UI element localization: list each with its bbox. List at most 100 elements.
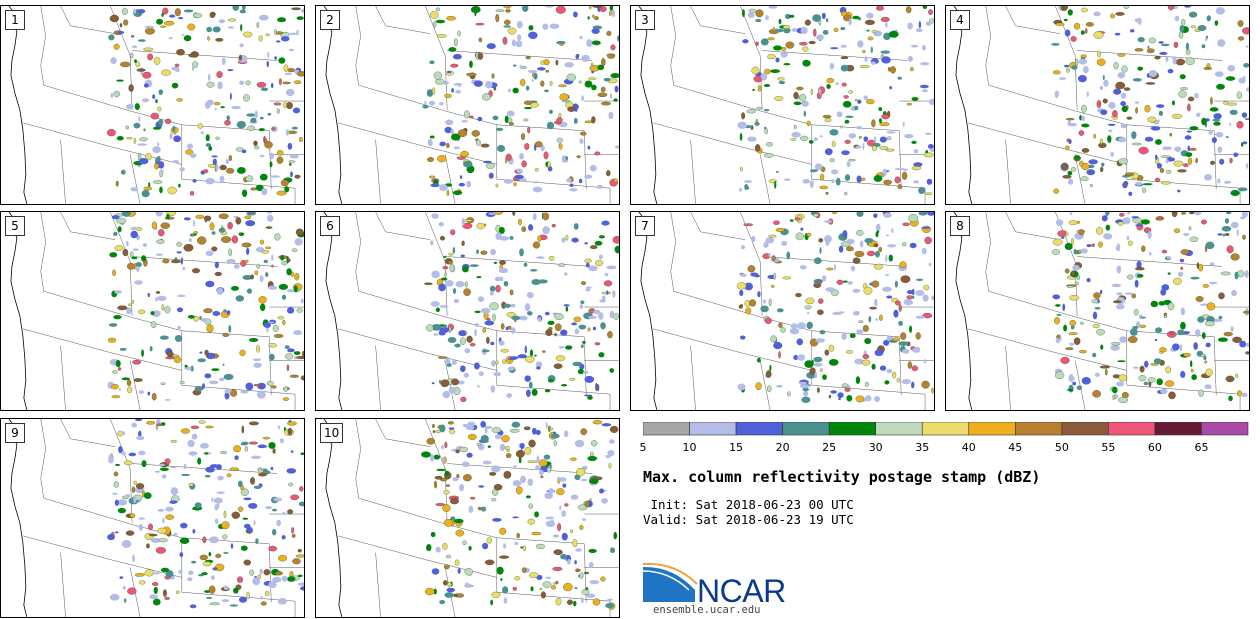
colorbar-tick: 60 — [1147, 441, 1162, 454]
state-border — [375, 6, 431, 34]
panel-number: 10 — [320, 423, 344, 443]
colorbar-tick: 10 — [682, 441, 697, 454]
postage-stamp-panel: 7 — [630, 211, 935, 411]
colorbar-tick: 5 — [639, 441, 647, 454]
coastline — [8, 6, 28, 204]
reflectivity-map — [953, 6, 1249, 204]
colorbar-tick: 50 — [1054, 441, 1069, 454]
colorbar-tick: 30 — [868, 441, 883, 454]
state-border — [43, 290, 182, 332]
state-border — [673, 290, 812, 332]
state-border — [740, 212, 763, 316]
state-border — [652, 328, 812, 371]
state-border — [110, 419, 133, 523]
colorbar-swatch — [1201, 421, 1249, 436]
colorbar-tick: 25 — [822, 441, 837, 454]
state-border — [40, 419, 46, 499]
figure-title: Max. column reflectivity postage stamp (… — [643, 468, 1041, 486]
storm-cells — [736, 212, 934, 403]
state-border — [425, 212, 448, 316]
state-border — [181, 124, 296, 204]
state-border — [690, 6, 746, 34]
state-border — [673, 84, 812, 126]
state-border — [444, 360, 456, 410]
colorbar-swatch — [782, 421, 830, 436]
state-border — [985, 6, 991, 86]
state-border — [60, 419, 116, 447]
colorbar-tick: 65 — [1194, 441, 1209, 454]
state-border — [988, 84, 1127, 126]
website-url: ensemble.ucar.edu — [653, 604, 761, 616]
storm-cells — [420, 420, 619, 610]
reflectivity-map — [953, 212, 1249, 410]
storm-cells — [106, 6, 304, 198]
state-border — [375, 212, 431, 240]
state-border — [375, 552, 381, 617]
state-border — [811, 124, 902, 190]
state-border — [1074, 154, 1086, 204]
panel-number: 5 — [5, 216, 25, 236]
state-border — [60, 345, 66, 410]
storm-cells — [422, 6, 619, 197]
panel-number: 2 — [320, 10, 340, 30]
storm-cells — [424, 212, 619, 403]
state-border — [967, 122, 1127, 165]
colorbar-swatch — [1061, 421, 1109, 436]
state-border — [496, 330, 587, 396]
state-border — [22, 535, 182, 578]
panel-number: 9 — [5, 423, 25, 443]
state-border — [1126, 330, 1217, 396]
coastline — [8, 212, 28, 410]
state-border — [129, 360, 141, 410]
state-border — [375, 139, 381, 204]
state-border — [358, 290, 497, 332]
state-border — [1005, 139, 1011, 204]
state-border — [60, 139, 66, 204]
state-border — [496, 124, 611, 204]
state-border — [375, 345, 381, 410]
state-border — [110, 212, 133, 316]
colorbar-swatch — [828, 421, 876, 436]
reflectivity-map — [323, 212, 619, 410]
postage-stamp-panel: 9 — [0, 418, 305, 618]
state-border — [337, 122, 497, 165]
state-border — [60, 212, 116, 240]
postage-stamp-panel: 2 — [315, 5, 620, 205]
state-border — [690, 139, 696, 204]
postage-stamp-panel: 10 — [315, 418, 620, 618]
state-border — [358, 497, 497, 539]
coastline — [953, 6, 973, 204]
state-border — [496, 124, 587, 190]
state-border — [496, 330, 611, 410]
postage-stamp-panel: 4 — [945, 5, 1250, 205]
state-border — [1005, 6, 1061, 34]
state-border — [740, 6, 763, 110]
ncar-logo-icon — [643, 562, 698, 602]
state-border — [60, 552, 66, 617]
init-time: Init: Sat 2018-06-23 00 UTC — [643, 497, 854, 512]
state-border — [762, 256, 908, 267]
colorbar-swatch — [875, 421, 923, 436]
state-border — [337, 328, 497, 371]
colorbar-swatch — [1108, 421, 1156, 436]
state-border — [447, 463, 593, 474]
colorbar-swatch — [1015, 421, 1063, 436]
storm-cells — [1051, 212, 1249, 403]
state-border — [1074, 360, 1086, 410]
colorbar-swatch — [735, 421, 783, 436]
postage-stamp-panel: 3 — [630, 5, 935, 205]
storm-cells — [1051, 6, 1249, 196]
state-border — [1126, 124, 1241, 204]
state-border — [1005, 212, 1061, 240]
state-border — [670, 212, 676, 292]
coastline — [638, 212, 658, 410]
storm-cells — [737, 6, 934, 196]
reflectivity-map — [323, 6, 619, 204]
state-border — [132, 50, 278, 61]
colorbar-tick: 40 — [961, 441, 976, 454]
colorbar-tick: 35 — [915, 441, 930, 454]
state-border — [181, 537, 296, 617]
colorbar-tick: 55 — [1101, 441, 1116, 454]
panel-number: 1 — [5, 10, 25, 30]
state-border — [690, 212, 746, 240]
